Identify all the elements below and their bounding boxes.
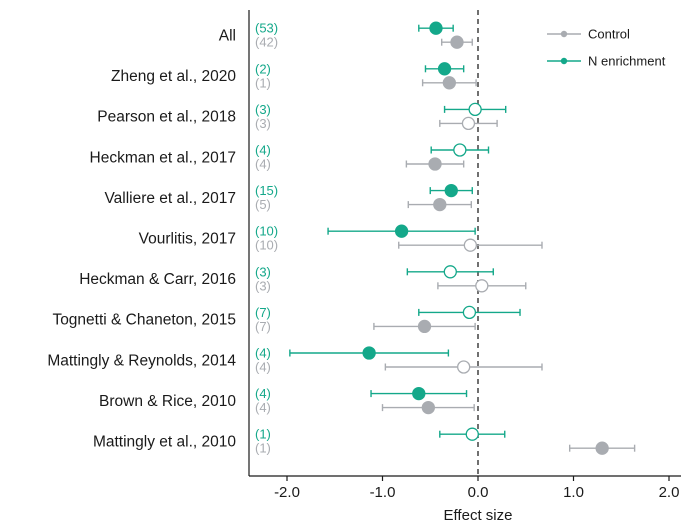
n-enrichment-count: (4): [255, 143, 271, 158]
legend-control-marker: [560, 30, 568, 38]
n-enrichment-point: [462, 305, 477, 320]
legend: Control N enrichment: [547, 27, 666, 69]
n-enrichment-count: (1): [255, 427, 271, 442]
n-enrichment-count: (15): [255, 183, 278, 198]
control-point: [417, 319, 432, 334]
control-count: (4): [255, 400, 271, 415]
control-point: [463, 238, 478, 252]
study-label: Heckman & Carr, 2016: [79, 271, 236, 288]
n-enrichment-point: [429, 21, 443, 35]
control-count: (3): [255, 278, 271, 293]
control-count: (4): [255, 360, 271, 375]
n-enrichment-count: (4): [255, 346, 271, 361]
control-point: [475, 279, 489, 293]
study-labels: All (53)(42)Zheng et al., 2020 (2)(1)Pears…: [47, 21, 278, 456]
control-point: [461, 116, 476, 131]
study-label: Tognetti & Chaneton, 2015: [52, 312, 236, 329]
control-count: (1): [255, 441, 271, 456]
study-label: Vourlitis, 2017: [139, 231, 236, 248]
control-point: [428, 157, 442, 171]
control-point: [450, 35, 464, 49]
n-enrichment-count: (7): [255, 305, 271, 320]
n-enrichment-point: [362, 346, 376, 360]
n-enrichment-count: (10): [255, 224, 278, 239]
x-tick-label: 0.0: [468, 484, 489, 501]
study-label: Mattingly et al., 2010: [93, 434, 236, 451]
n-enrichment-point: [468, 102, 482, 117]
control-point: [595, 441, 609, 455]
study-label: Brown & Rice, 2010: [99, 393, 236, 410]
control-point: [457, 360, 471, 374]
n-enrichment-point: [437, 62, 452, 76]
n-enrichment-point: [465, 427, 479, 441]
n-enrichment-count: (4): [255, 386, 271, 401]
study-label: Heckman et al., 2017: [90, 149, 236, 166]
n-enrichment-point: [443, 265, 457, 279]
control-count: (5): [255, 197, 271, 212]
legend-n-enrichment-marker: [560, 57, 568, 65]
control-point: [433, 197, 447, 212]
x-tick-label: 1.0: [563, 484, 584, 501]
n-enrichment-point: [394, 224, 409, 238]
x-tick-label: -2.0: [274, 484, 300, 501]
x-tick-label: 2.0: [659, 484, 680, 501]
control-count: (1): [255, 75, 271, 90]
n-enrichment-count: (53): [255, 21, 278, 36]
x-tick-label: -1.0: [370, 484, 396, 501]
control-count: (42): [255, 35, 278, 50]
control-count: (10): [255, 238, 278, 253]
control-count: (7): [255, 319, 271, 334]
x-axis: -2.0 -1.0 0.0 1.0 2.0: [248, 10, 681, 501]
n-enrichment-point: [444, 183, 458, 198]
n-enrichment-point: [453, 143, 467, 157]
study-label: Pearson et al., 2018: [97, 109, 236, 126]
control-point: [421, 400, 435, 415]
study-label: Zheng et al., 2020: [111, 68, 236, 85]
control-point: [442, 76, 457, 90]
plot-area: [289, 10, 636, 476]
legend-n-enrichment-label: N enrichment: [588, 54, 666, 69]
n-enrichment-count: (3): [255, 264, 271, 279]
n-enrichment-point: [412, 386, 426, 401]
x-axis-title: Effect size: [444, 507, 513, 524]
control-count: (4): [255, 157, 271, 172]
study-label: Valliere et al., 2017: [104, 190, 236, 207]
control-count: (3): [255, 116, 271, 131]
legend-control-label: Control: [588, 27, 630, 42]
n-enrichment-count: (2): [255, 61, 271, 76]
study-label: All: [219, 28, 236, 45]
n-enrichment-count: (3): [255, 102, 271, 117]
study-label: Mattingly & Reynolds, 2014: [47, 352, 236, 369]
